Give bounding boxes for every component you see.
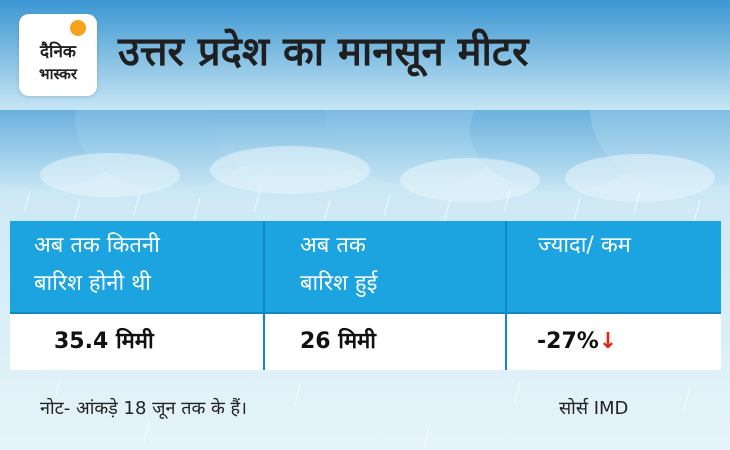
source-credit: सोर्स IMD (559, 398, 629, 419)
footnote: नोट- आंकड़े 18 जून तक के हैं। (40, 398, 247, 419)
table-header-row (10, 221, 721, 312)
value-difference: -27%↓ (537, 322, 617, 362)
header-difference: ज्यादा/ कम (538, 227, 631, 265)
dainik-bhaskar-logo: दैनिक भास्कर (19, 14, 97, 96)
value-actual-rain: 26 मिमी (300, 329, 376, 354)
header-expected-line2: बारिश होनी थी (34, 271, 151, 296)
column-divider (263, 221, 265, 370)
header-expected-rain: अब तक कितनी बारिश होनी थी (34, 227, 160, 303)
value-expected-rain: 35.4 मिमी (54, 329, 154, 354)
header-actual-line1: अब तक (300, 233, 366, 258)
logo-line-2: भास्कर (39, 65, 77, 83)
column-divider (505, 221, 507, 370)
header-difference-line1: ज्यादा/ कम (538, 233, 631, 258)
page-title: उत्तर प्रदेश का मानसून मीटर (118, 29, 529, 75)
sun-icon (70, 20, 86, 36)
header-actual-line2: बारिश हुई (300, 271, 378, 296)
monsoon-table: अब तक कितनी बारिश होनी थी अब तक बारिश हु… (10, 221, 721, 370)
difference-percent: -27% (537, 329, 599, 354)
row-divider (10, 312, 721, 314)
header-actual-rain: अब तक बारिश हुई (300, 227, 377, 303)
down-arrow-icon: ↓ (598, 329, 618, 354)
logo-line-1: दैनिक (40, 42, 76, 62)
header-expected-line1: अब तक कितनी (34, 233, 160, 258)
